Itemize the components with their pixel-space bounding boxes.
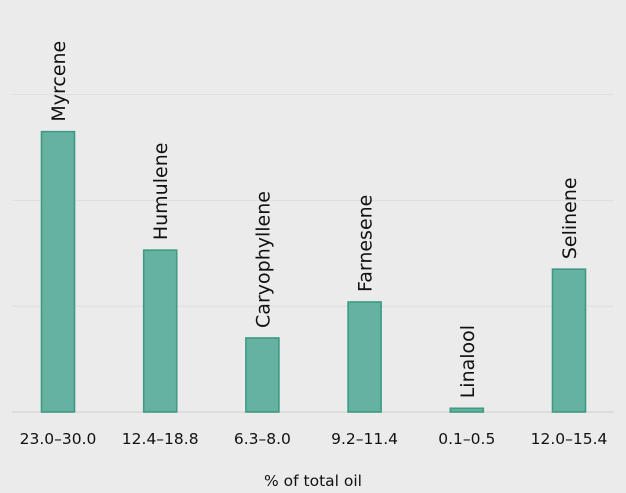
bar-label-caryophyllene: Caryophyllene bbox=[252, 191, 274, 328]
bar-myrcene bbox=[40, 130, 76, 413]
gridlines bbox=[12, 94, 614, 307]
bar-linalool bbox=[449, 407, 485, 413]
bar-caryophyllene bbox=[245, 337, 280, 413]
bars bbox=[40, 130, 587, 413]
bar-label-linalool: Linalool bbox=[457, 325, 479, 398]
x-axis-title: % of total oil bbox=[264, 472, 362, 490]
bar-label-humulene: Humulene bbox=[150, 143, 172, 241]
x-tick-label: 12.0–15.4 bbox=[531, 430, 608, 448]
x-tick-label: 9.2–11.4 bbox=[331, 430, 398, 448]
bar-label-farnesene: Farnesene bbox=[355, 195, 377, 292]
x-tick-label: 6.3–8.0 bbox=[234, 430, 291, 448]
bar-label-selinene: Selinene bbox=[559, 177, 581, 259]
bar-selinene bbox=[551, 268, 587, 413]
bar-humulene bbox=[142, 249, 178, 413]
bar-farnesene bbox=[347, 301, 382, 413]
bar-label-myrcene: Myrcene bbox=[48, 41, 70, 122]
x-tick-label: 23.0–30.0 bbox=[20, 430, 97, 448]
bar-labels: Myrcene Humulene Caryophyllene Farnesene Lin… bbox=[48, 41, 581, 399]
x-tick-label: 12.4–18.8 bbox=[122, 430, 199, 448]
x-tick-label: 0.1–0.5 bbox=[438, 430, 495, 448]
x-tick-labels: 23.0–30.0 12.4–18.8 6.3–8.0 9.2–11.4 0.1–0.5… bbox=[20, 430, 608, 448]
